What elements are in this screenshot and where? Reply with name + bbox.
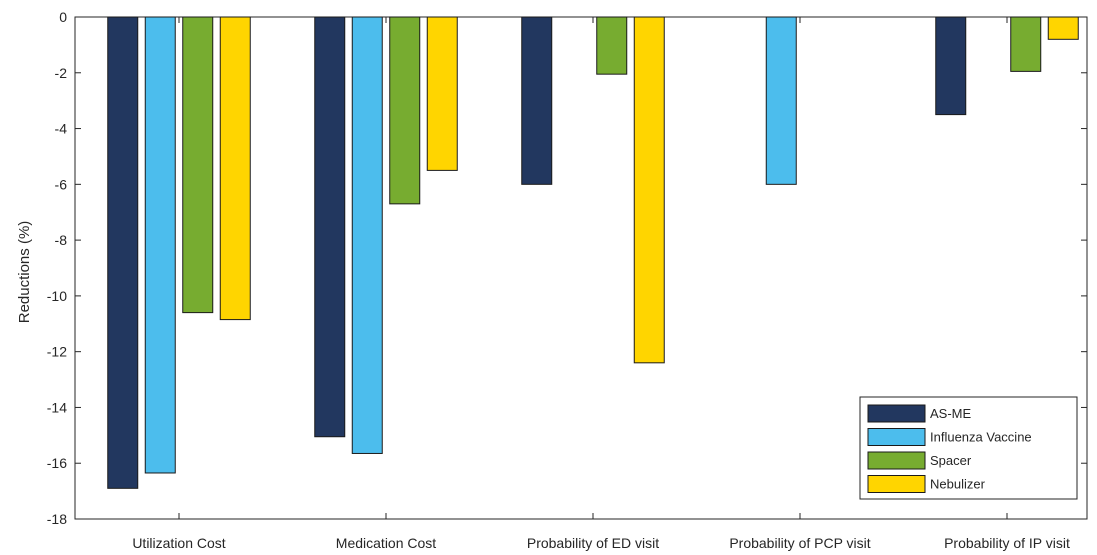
axes-box	[74, 16, 1088, 520]
category-label: Medication Cost	[336, 535, 436, 551]
y-tick-label: -6	[55, 176, 68, 192]
bar-as-me	[107, 16, 139, 489]
category-label: Probability of IP visit	[944, 535, 1070, 551]
bar-influenza-vaccine	[144, 16, 176, 474]
legend-entry: Influenza Vaccine	[930, 430, 1032, 445]
y-tick-label: -2	[55, 65, 68, 81]
bar-influenza-vaccine	[351, 16, 383, 454]
y-tick-label: -14	[47, 399, 67, 415]
bar-nebulizer	[219, 16, 251, 321]
bar-as-me	[935, 16, 967, 116]
y-tick-label: -16	[47, 455, 67, 471]
bar-as-me	[314, 16, 346, 438]
legend-entry: Spacer	[930, 453, 972, 468]
bar-nebulizer	[633, 16, 665, 364]
y-tick-label: -12	[47, 344, 67, 360]
y-tick-label: -18	[47, 511, 67, 527]
bar-as-me	[521, 16, 553, 185]
y-tick-label: 0	[59, 9, 67, 25]
bar-nebulizer	[1047, 16, 1079, 40]
bar-nebulizer	[426, 16, 458, 171]
y-tick-label: -10	[47, 288, 67, 304]
category-label: Utilization Cost	[132, 535, 225, 551]
legend: AS-ME Influenza Vaccine Spacer Nebulizer	[859, 396, 1078, 500]
legend-entry: AS-ME	[930, 406, 972, 421]
y-axis-label: Reductions (%)	[16, 221, 33, 324]
category-label: Probability of PCP visit	[729, 535, 870, 551]
plot-area: 0 -2 -4 -6 -8 -10 -12 -14 -16 -18 Utilization Cost…	[47, 9, 1088, 551]
bar-influenza-vaccine	[765, 16, 797, 185]
legend-swatch	[867, 404, 926, 423]
bar-spacer	[182, 16, 214, 314]
y-tick-label: -4	[55, 121, 68, 137]
legend-entry: Nebulizer	[930, 477, 986, 492]
bar-spacer	[596, 16, 628, 75]
bar-spacer	[389, 16, 421, 205]
category-label: Probability of ED visit	[527, 535, 659, 551]
legend-swatch	[867, 428, 926, 446]
y-tick-label: -8	[55, 232, 68, 248]
bar-spacer	[1010, 16, 1042, 72]
legend-swatch	[867, 475, 926, 493]
legend-swatch	[867, 451, 926, 470]
